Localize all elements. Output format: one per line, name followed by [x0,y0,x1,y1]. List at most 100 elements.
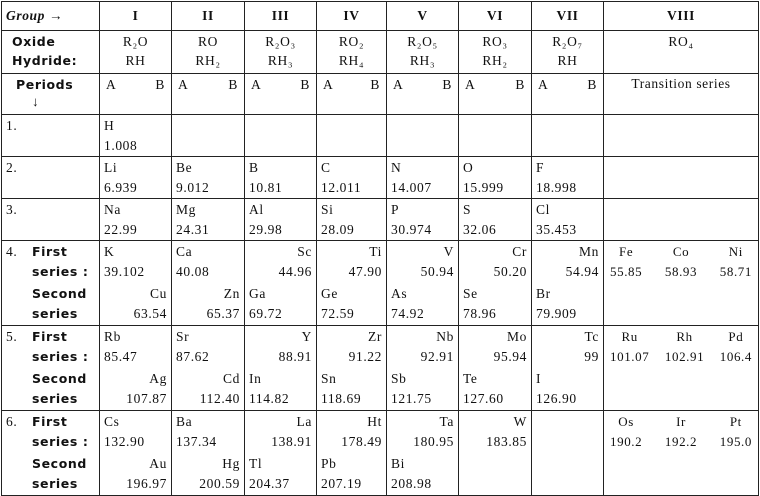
element: Mg 24.31 [176,200,240,239]
oxide-formula: RO₂ [338,34,365,49]
formula-row: Oxide Hydride: R₂O RH RO RH₂ R₂O₃ RH₃ RO₂ RH₄ R₂O₅… [1,30,759,74]
hydride-formula: RH [125,53,146,68]
element: Cu 63.54 [104,284,167,323]
formula-cell: R₂O₇ RH [531,30,604,74]
element: C 12.011 [321,158,382,197]
element-symbol: Tc [584,329,599,344]
element: Sn 118.69 [321,369,382,408]
atomic-weight: 58.71 [719,264,752,279]
element: Ba 137.34 [176,412,240,451]
period-label-flex: 3. [6,200,95,220]
atomic-weight: 88.91 [278,349,312,364]
element-symbol: Rb [104,329,121,344]
hydride-formula: RH [557,53,578,68]
element-symbol: Sc [297,244,312,259]
atomic-weight: 15.999 [463,180,504,195]
atomic-weight: 200.59 [199,476,240,491]
element-symbol: Ga [249,286,266,301]
element-symbol: Ru [621,329,638,344]
group-number: V [386,1,459,31]
subgroup-letter: A [178,77,189,92]
atomic-weight: 190.2 [610,434,643,449]
formula-cell: RO₂ RH₄ [316,30,387,74]
element-symbol: Ge [321,286,338,301]
atomic-weight: 137.34 [176,434,217,449]
element-cell: Nb 92.91 [386,325,459,368]
atomic-weight: 114.82 [249,391,290,406]
element-cell [458,114,532,157]
period-label: Second series [1,368,100,411]
element-cell: I 126.90 [531,368,604,411]
element-symbol: La [296,414,312,429]
element-cell: Cr 50.20 [458,240,532,283]
period-label-flex: Second series [6,284,95,324]
transition-elements: Fe 55.85 Co 58.93 Ni 58.71 [608,242,754,282]
element: Ag 107.87 [104,369,167,408]
period-row: 4. First series : K 39.102 Ca 40.08 Sc 44.96 Ti 4… [1,240,759,326]
element-cell: Tl 204.37 [244,453,317,496]
group-number: VIII [603,1,759,31]
element: Zr 91.22 [321,327,382,366]
subgroup-letter: A [538,77,549,92]
period-label-flex: 4. First series : [6,242,95,282]
element-symbol: N [391,160,402,175]
transition-cell [603,114,759,157]
group-number: VII [531,1,604,31]
element-symbol: Pb [321,456,337,471]
element-cell: Rb 85.47 [99,325,172,368]
group-number: IV [316,1,387,31]
element-symbol: Cd [223,371,240,386]
element-symbol: Ta [439,414,454,429]
element: Mn 54.94 [536,242,599,281]
atomic-weight: 40.08 [176,264,210,279]
element: Zn 65.37 [176,284,240,323]
element: Si 28.09 [321,200,382,239]
element: Y 88.91 [249,327,312,366]
atomic-weight: 30.974 [391,222,432,237]
element-symbol: Be [176,160,193,175]
atomic-weight: 58.93 [664,264,698,279]
element-symbol: Ti [369,244,382,259]
element-symbol: Rh [676,329,693,344]
period-label-flex: 1. [6,116,95,136]
atomic-weight: 102.91 [664,349,705,364]
element-symbol: Mo [507,329,527,344]
atomic-weight: 18.998 [536,180,577,195]
transition-elements: Ru 101.07 Rh 102.91 Pd 106.4 [608,327,754,367]
element-cell: H 1.008 [99,114,172,157]
subgroup-letter: A [106,77,117,92]
element-cell: Si 28.09 [316,198,387,241]
atomic-weight: 9.012 [176,180,210,195]
element: Cr 50.20 [463,242,527,281]
element: Ge 72.59 [321,284,382,323]
atomic-weight: 72.59 [321,306,355,321]
element-symbol: Cl [536,202,550,217]
period-row: Second series Cu 63.54 Zn 65.37 Ga 69.72 Ge 72.5… [1,283,759,326]
element-symbol: In [249,371,262,386]
hydride-formula: RH₃ [409,53,436,68]
formula-cell: RO₄ [603,30,759,74]
element-cell: Se 78.96 [458,283,532,326]
element-symbol: Ni [728,244,743,259]
periods-text: Periods [16,77,74,92]
series-name: Second series [32,456,87,491]
transition-element: Os 190.2 [610,412,642,452]
subgroup-row: Periods ↓ A B A B A B A B A B A B A B Transition series [1,73,759,115]
element-cell: Te 127.60 [458,368,532,411]
period-label-flex: 6. First series : [6,412,95,452]
atomic-weight: 44.96 [278,264,312,279]
element-cell: F 18.998 [531,156,604,199]
series-name: Second series [32,286,87,321]
element-cell: Zn 65.37 [171,283,245,326]
transition-label: Transition series [603,73,759,115]
element: Ca 40.08 [176,242,240,281]
transition-element: Ir 192.2 [665,412,697,452]
element-cell: Ge 72.59 [316,283,387,326]
spacer [6,369,32,409]
atomic-weight: 121.75 [391,391,432,406]
period-label: Second series [1,283,100,326]
element-symbol: Sr [176,329,190,344]
